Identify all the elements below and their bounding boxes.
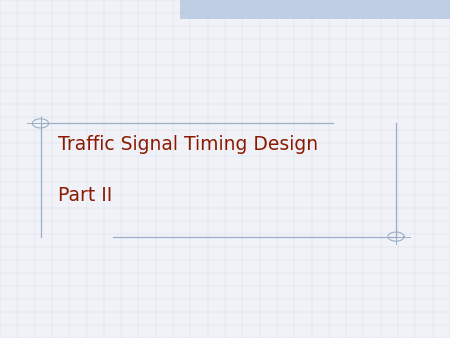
- Text: Traffic Signal Timing Design: Traffic Signal Timing Design: [58, 135, 319, 154]
- Text: Part II: Part II: [58, 186, 113, 205]
- Bar: [180, 0, 450, 19]
